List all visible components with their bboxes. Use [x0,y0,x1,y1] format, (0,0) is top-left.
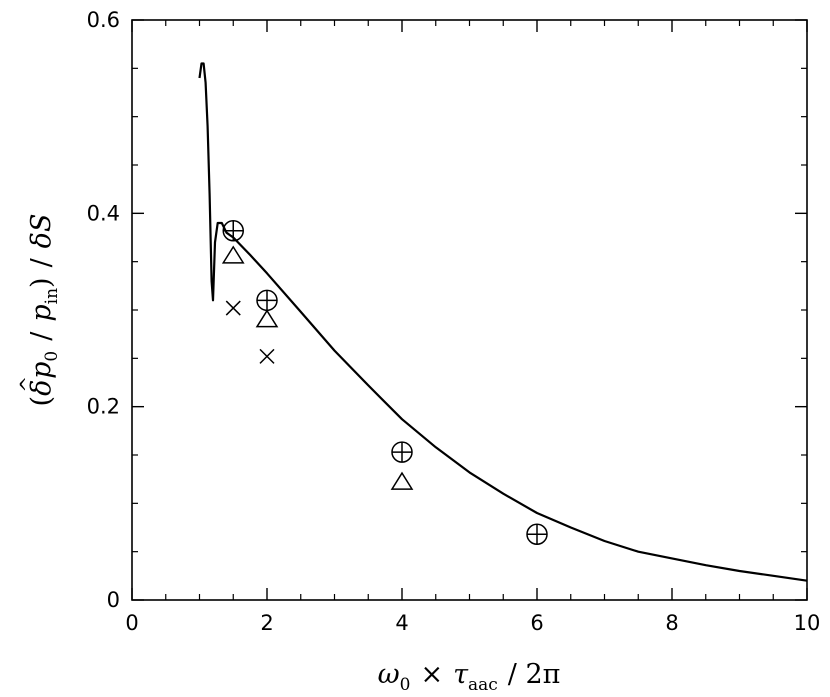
x-tick-label: 8 [665,611,678,635]
plot-frame [131,19,808,601]
x-tick-labels: 0 2 4 6 8 10 [125,611,820,635]
y-tick-label: 0.4 [87,201,120,225]
y-tick-label: 0.2 [87,395,120,419]
x-tick-label: 4 [395,611,408,635]
axis-ticks [131,19,808,601]
y-tick-labels: 0 0.2 0.4 0.6 [87,8,120,612]
y-tick-label: 0.6 [87,8,120,32]
circle-plus-marker [256,289,278,312]
cross-marker [259,348,275,364]
cross-marker [225,300,241,316]
y-axis-label: (δ^p0/pin)/δS [15,214,62,407]
series-layer [198,62,808,582]
circle-plus-marker [391,441,413,463]
x-tick-label: 0 [125,611,138,635]
triangle-marker [390,471,414,490]
x-tick-label: 10 [794,611,821,635]
circle-plus-marker [222,219,244,242]
x-axis-label: ω0 × τaac/ 2π [378,659,561,695]
y-axis-label-group: (δ^p0/pin)/δS [15,214,62,407]
x-tick-label: 6 [530,611,543,635]
triangle-marker [255,309,279,328]
circle-plus-marker [526,523,548,546]
y-tick-label: 0 [107,588,120,612]
x-tick-label: 2 [260,611,273,635]
model-curve [198,62,808,582]
triangle-marker [221,245,245,264]
